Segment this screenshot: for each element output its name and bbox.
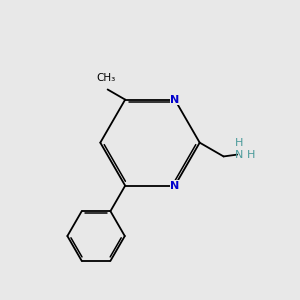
Text: N: N [170, 94, 179, 105]
Text: H: H [235, 138, 243, 148]
Text: H: H [247, 150, 256, 160]
Text: N: N [170, 181, 179, 191]
Text: CH₃: CH₃ [96, 73, 116, 83]
Text: N: N [235, 150, 243, 160]
